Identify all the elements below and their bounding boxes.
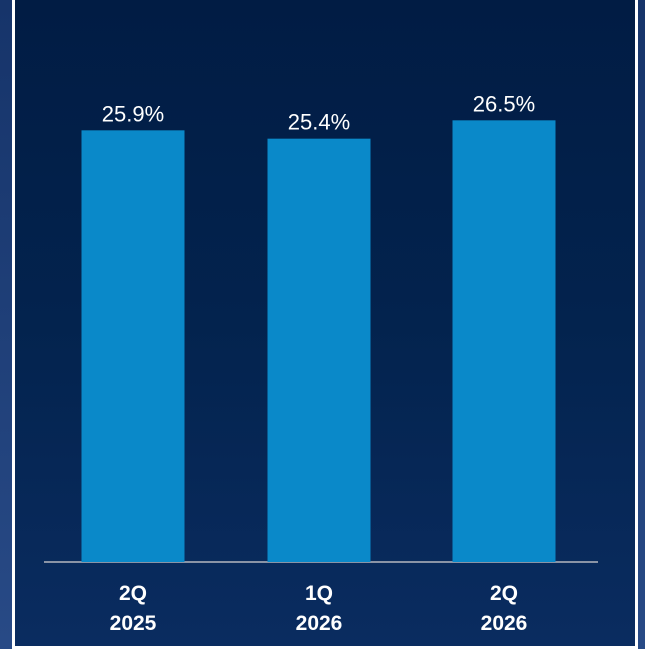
bars-group — [81, 120, 556, 563]
left-edge-strip — [0, 0, 12, 649]
right-edge-strip — [638, 0, 645, 649]
value-labels-group: 25.9% 25.4% 26.5% — [102, 91, 535, 134]
x-tick-label: 2Q — [119, 582, 147, 605]
x-tick-label: 1Q — [305, 582, 333, 605]
x-tick-label: 2025 — [110, 612, 157, 635]
x-tick-label: 2026 — [481, 612, 528, 635]
panel-border-bottom — [12, 646, 638, 649]
tick-labels-group: 2Q 2025 1Q 2026 2Q 2026 — [110, 582, 528, 635]
bar-value-label: 25.9% — [102, 101, 164, 126]
bar-value-label: 26.5% — [473, 91, 535, 116]
bar — [452, 120, 556, 562]
x-tick-label: 2Q — [490, 582, 518, 605]
bar — [267, 138, 371, 562]
bar-value-label: 25.4% — [288, 110, 350, 135]
panel-border-right — [635, 0, 638, 649]
x-tick-label: 2026 — [296, 612, 343, 635]
panel-border-left — [12, 0, 15, 649]
bar — [81, 130, 185, 563]
